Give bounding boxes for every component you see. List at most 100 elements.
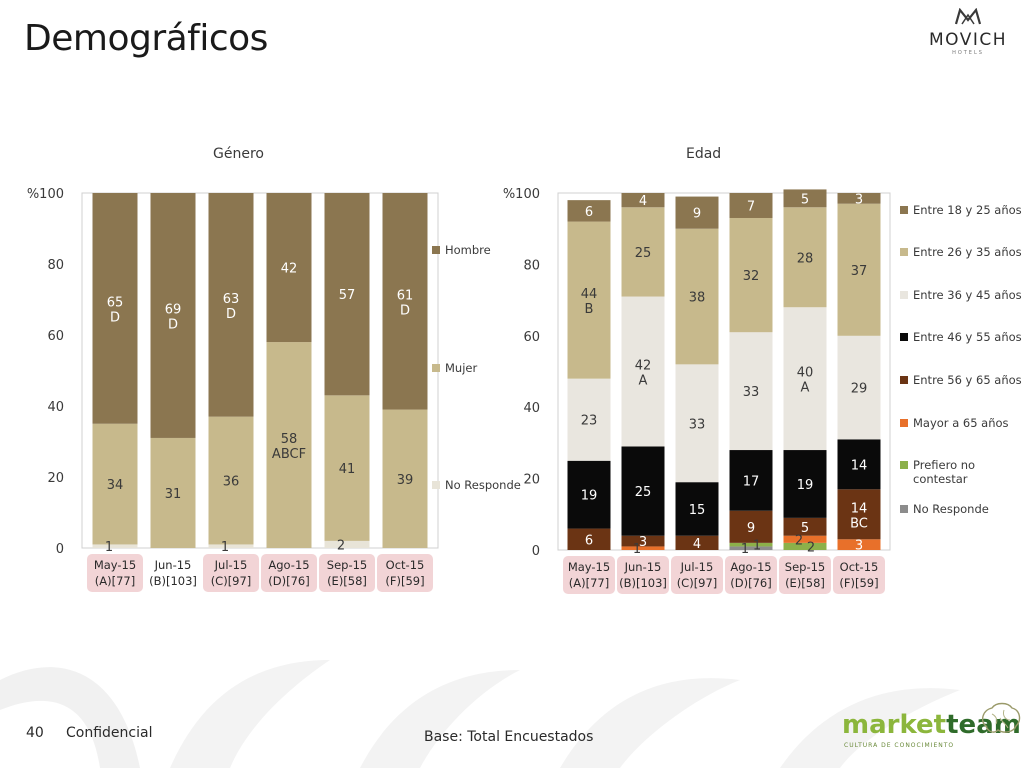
- bar-segment: [92, 423, 138, 545]
- data-label: 14 BC: [850, 501, 868, 531]
- legend-swatch: [900, 248, 908, 256]
- legend-swatch: [432, 246, 440, 254]
- y-tick-label: 0: [56, 542, 64, 557]
- movich-logo: MOVICH HOTELS: [918, 7, 1018, 56]
- x-tick-label: Ago-15: [268, 558, 309, 572]
- data-label: 44 B: [581, 287, 598, 317]
- x-tick-label: (B)[103]: [619, 576, 667, 590]
- category-highlight: [261, 554, 317, 592]
- bar-segment: [382, 193, 428, 410]
- bar-segment: [675, 535, 719, 550]
- data-label: 41: [339, 462, 356, 477]
- legend-label: Mayor a 65 años: [913, 416, 1009, 430]
- bar-segment: [621, 193, 665, 208]
- data-label: 1: [105, 540, 113, 555]
- bar-segment: [208, 416, 254, 545]
- x-tick-label: (B)[103]: [149, 574, 197, 588]
- legend-swatch: [900, 461, 908, 469]
- data-label: 2: [337, 538, 345, 553]
- bar-segment: [208, 193, 254, 417]
- legend-label: Entre 18 y 25 años: [913, 203, 1022, 217]
- bar-segment: [382, 409, 428, 548]
- legend-label: Entre 36 y 45 años: [913, 288, 1022, 302]
- data-label: 29: [851, 382, 868, 397]
- data-label: 37: [851, 264, 868, 279]
- bar-segment: [729, 450, 773, 511]
- data-label: 31: [165, 487, 182, 502]
- age-chart-title: Edad: [686, 146, 722, 162]
- legend-swatch: [432, 364, 440, 372]
- data-label: 17: [743, 474, 760, 489]
- legend-label: Entre 56 y 65 años: [913, 373, 1022, 387]
- background-swoosh-decoration: [0, 660, 960, 768]
- bar-segment: [150, 437, 196, 548]
- movich-sub-text: HOTELS: [952, 50, 984, 56]
- category-highlight: [87, 554, 143, 592]
- data-label: 9: [693, 207, 701, 222]
- bar-segment: [729, 546, 773, 550]
- data-label: 57: [339, 288, 356, 303]
- bar-segment: [266, 193, 312, 343]
- bar-segment: [837, 489, 881, 540]
- data-label: 39: [397, 473, 414, 488]
- data-label: 36: [223, 475, 240, 490]
- x-tick-label: (E)[58]: [327, 574, 367, 588]
- slide-title: Demográficos: [24, 18, 268, 59]
- x-tick-label: (D)[76]: [730, 576, 771, 590]
- x-tick-label: Jun-15: [624, 560, 662, 574]
- data-label: 19: [797, 478, 814, 493]
- x-tick-label: (E)[58]: [785, 576, 825, 590]
- legend-swatch: [432, 481, 440, 489]
- bar-segment: [324, 395, 370, 541]
- bar-segment: [92, 193, 138, 424]
- data-label: 1: [633, 542, 641, 557]
- legend-swatch: [900, 505, 908, 513]
- bar-segment: [675, 228, 719, 365]
- bar-segment: [567, 221, 611, 379]
- bar-segment: [567, 378, 611, 461]
- data-label: 19: [581, 489, 598, 504]
- data-label: 4: [693, 537, 701, 552]
- data-label: 6: [585, 533, 593, 548]
- data-label: 4: [639, 194, 647, 209]
- brain-icon: [981, 702, 1021, 733]
- category-highlight: [779, 556, 831, 594]
- bar-segment: [675, 482, 719, 536]
- data-label: 38: [689, 291, 706, 306]
- category-highlight: [319, 554, 375, 592]
- bar-segment: [729, 542, 773, 547]
- movich-brand-text: MOVICH: [928, 30, 1008, 50]
- data-label: 42: [281, 262, 298, 277]
- x-tick-label: Sep-15: [327, 558, 367, 572]
- bar-segment: [837, 335, 881, 440]
- bar-segment: [324, 193, 370, 396]
- movich-crown-icon: [918, 7, 1018, 30]
- bar-segment: [783, 542, 827, 550]
- data-label: 40 A: [797, 366, 814, 396]
- bar-segment: [621, 296, 665, 447]
- bar-segment: [783, 535, 827, 543]
- data-label: 34: [107, 478, 124, 493]
- data-label: 32: [743, 269, 760, 284]
- y-tick-label: %100: [27, 187, 64, 202]
- data-label: 23: [581, 414, 598, 429]
- legend-label: No Responde: [913, 502, 989, 516]
- y-tick-label: 60: [47, 329, 64, 344]
- x-tick-label: Jul-15: [680, 560, 714, 574]
- legend-label: Hombre: [445, 243, 491, 257]
- data-label: 69 D: [165, 302, 182, 332]
- confidential-label: Confidencial: [66, 725, 153, 741]
- legend-label: Mujer: [445, 361, 477, 375]
- bar-segment: [92, 544, 138, 548]
- gender-stacked-bar-chart: 0 20 40 60 80 %100 1 34 65 D May-15 (A)[77] 31 69 D Jun…: [27, 187, 521, 592]
- x-tick-label: (F)[59]: [839, 576, 878, 590]
- bar-segment: [675, 364, 719, 483]
- bar-segment: [208, 544, 254, 548]
- bar-segment: [729, 510, 773, 543]
- bar-segment: [783, 189, 827, 208]
- plot-frame: [557, 192, 891, 551]
- data-label: 3: [855, 192, 863, 207]
- data-label: 28: [797, 251, 814, 266]
- y-tick-label: 20: [523, 473, 540, 488]
- x-tick-label: May-15: [568, 560, 610, 574]
